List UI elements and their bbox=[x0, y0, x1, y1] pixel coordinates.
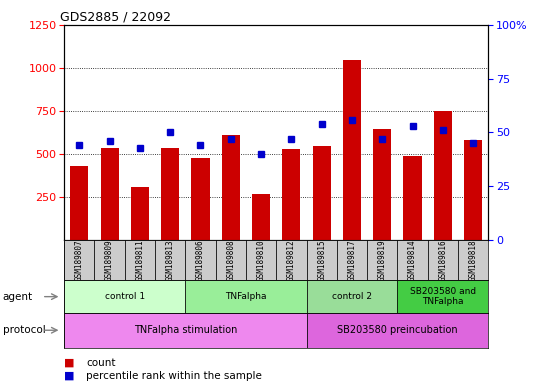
Bar bbox=[125, 240, 155, 280]
Bar bbox=[185, 280, 306, 313]
Bar bbox=[215, 240, 246, 280]
Bar bbox=[367, 240, 397, 280]
Text: GSM189815: GSM189815 bbox=[317, 239, 326, 281]
Text: GSM189813: GSM189813 bbox=[166, 239, 175, 281]
Text: GSM189816: GSM189816 bbox=[439, 239, 448, 281]
Bar bbox=[403, 156, 422, 240]
Bar bbox=[131, 187, 149, 240]
Bar bbox=[64, 280, 185, 313]
Text: GSM189814: GSM189814 bbox=[408, 239, 417, 281]
Bar bbox=[306, 280, 397, 313]
Bar bbox=[246, 240, 276, 280]
Bar bbox=[458, 240, 488, 280]
Text: GSM189811: GSM189811 bbox=[136, 239, 145, 281]
Text: percentile rank within the sample: percentile rank within the sample bbox=[86, 371, 262, 381]
Text: SB203580 preincubation: SB203580 preincubation bbox=[337, 325, 458, 335]
Text: count: count bbox=[86, 358, 116, 368]
Bar bbox=[397, 280, 488, 313]
Bar bbox=[70, 166, 88, 240]
Bar bbox=[337, 240, 367, 280]
Bar bbox=[306, 240, 337, 280]
Text: ■: ■ bbox=[64, 371, 75, 381]
Bar bbox=[64, 240, 94, 280]
Text: GSM189808: GSM189808 bbox=[227, 239, 235, 281]
Bar bbox=[282, 149, 300, 240]
Bar bbox=[434, 111, 452, 240]
Bar bbox=[100, 148, 119, 240]
Text: GSM189806: GSM189806 bbox=[196, 239, 205, 281]
Text: protocol: protocol bbox=[3, 325, 46, 335]
Bar bbox=[64, 313, 306, 348]
Bar bbox=[427, 240, 458, 280]
Bar bbox=[373, 129, 391, 240]
Text: agent: agent bbox=[3, 291, 33, 302]
Text: GSM189817: GSM189817 bbox=[348, 239, 357, 281]
Text: GSM189819: GSM189819 bbox=[378, 239, 387, 281]
Bar bbox=[252, 194, 270, 240]
Bar bbox=[343, 60, 361, 240]
Text: GSM189807: GSM189807 bbox=[75, 239, 84, 281]
Bar bbox=[397, 240, 427, 280]
Bar bbox=[161, 148, 179, 240]
Bar bbox=[155, 240, 185, 280]
Text: control 2: control 2 bbox=[332, 292, 372, 301]
Bar bbox=[464, 140, 482, 240]
Text: GSM189818: GSM189818 bbox=[469, 239, 478, 281]
Text: TNFalpha stimulation: TNFalpha stimulation bbox=[134, 325, 237, 335]
Text: GDS2885 / 22092: GDS2885 / 22092 bbox=[60, 11, 171, 24]
Bar bbox=[312, 146, 331, 240]
Text: TNFalpha: TNFalpha bbox=[225, 292, 267, 301]
Text: GSM189810: GSM189810 bbox=[257, 239, 266, 281]
Text: SB203580 and
TNFalpha: SB203580 and TNFalpha bbox=[410, 287, 476, 306]
Bar bbox=[94, 240, 125, 280]
Bar bbox=[222, 135, 240, 240]
Bar bbox=[276, 240, 306, 280]
Text: GSM189809: GSM189809 bbox=[105, 239, 114, 281]
Text: GSM189812: GSM189812 bbox=[287, 239, 296, 281]
Bar bbox=[191, 158, 210, 240]
Bar bbox=[306, 313, 488, 348]
Text: control 1: control 1 bbox=[105, 292, 145, 301]
Text: ■: ■ bbox=[64, 358, 75, 368]
Bar bbox=[185, 240, 215, 280]
